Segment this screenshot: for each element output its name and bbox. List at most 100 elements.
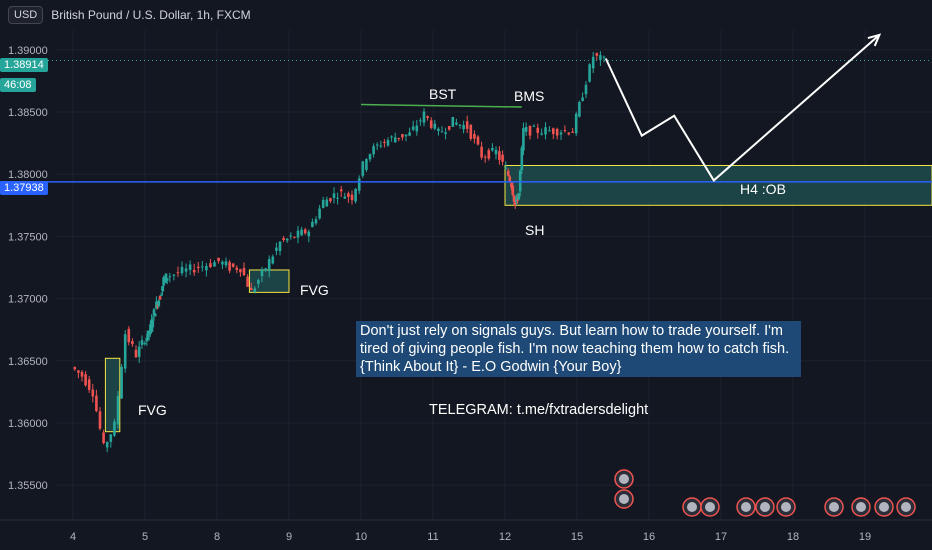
- y-tick-label: 1.38500: [8, 107, 48, 119]
- candle-body: [134, 349, 138, 358]
- text-note: Don't just rely on signals guys. But lea…: [356, 321, 801, 377]
- candle-body: [354, 188, 357, 202]
- h4-ob-label: H4 :OB: [740, 181, 786, 197]
- candle-body: [321, 199, 325, 208]
- x-tick-label: 12: [499, 531, 511, 543]
- candle-body: [264, 268, 267, 271]
- candle-body: [113, 421, 116, 436]
- candle-body: [512, 195, 516, 202]
- candle-body: [528, 125, 532, 136]
- time-axis: 4 5 8 9 10 11 12 15 16 17 18 19: [0, 519, 932, 543]
- candle-body: [522, 128, 525, 151]
- candle-body: [408, 132, 411, 136]
- candle-body: [574, 113, 578, 134]
- candle-body: [567, 132, 571, 135]
- flag-icon: [829, 502, 839, 512]
- x-tick-label: 4: [70, 531, 76, 543]
- candle-body: [476, 136, 480, 145]
- candle-body: [293, 236, 296, 238]
- candle-body: [372, 146, 375, 155]
- bst-line: [360, 103, 522, 108]
- candle-body: [469, 124, 473, 139]
- candle-body: [426, 116, 429, 118]
- currency-button[interactable]: USD: [8, 6, 44, 24]
- candle-body: [168, 276, 172, 278]
- flag-icon: [901, 502, 911, 512]
- candle-body: [152, 309, 156, 316]
- candle-body: [285, 238, 289, 241]
- candle-body: [246, 276, 249, 287]
- y-tick-label: 1.35500: [8, 480, 48, 492]
- candle-body: [578, 102, 581, 117]
- candle-body: [296, 230, 300, 238]
- candle-body: [524, 126, 528, 132]
- chart-header: USD British Pound / U.S. Dollar, 1h, FXC…: [0, 0, 251, 30]
- zone-box: [104, 357, 121, 433]
- candle-body: [516, 199, 519, 201]
- candle-body: [137, 346, 141, 357]
- note-line: tired of giving people fish. I'm now tea…: [360, 341, 790, 357]
- candle-body: [532, 125, 536, 127]
- candle-body: [393, 137, 397, 143]
- candle-body: [242, 267, 246, 276]
- candle-body: [510, 183, 513, 188]
- candle-body: [180, 266, 184, 274]
- y-tick-label: 1.37500: [8, 231, 48, 243]
- flag-icon: [856, 502, 866, 512]
- candle-body: [217, 257, 220, 262]
- candle-body: [123, 334, 127, 369]
- candle-body: [153, 313, 157, 317]
- candle-body: [249, 287, 253, 291]
- candle-body: [462, 125, 465, 130]
- sh-label: SH: [525, 222, 545, 238]
- candle-body: [147, 334, 151, 336]
- candle-body: [437, 128, 440, 132]
- candle-body: [599, 55, 602, 60]
- candle-body: [159, 294, 163, 296]
- candle-body: [332, 193, 336, 198]
- candle-body: [196, 266, 200, 269]
- candle-body: [440, 131, 444, 133]
- bst-label: BST: [429, 86, 457, 102]
- candle-body: [140, 340, 144, 345]
- candle-body: [80, 371, 84, 377]
- candle-body: [584, 84, 588, 95]
- symbol-title: British Pound / U.S. Dollar, 1h, FXCM: [51, 8, 251, 22]
- candle-body: [397, 137, 401, 139]
- candle-body: [314, 219, 318, 224]
- candle-body: [192, 269, 196, 273]
- bms-label: BMS: [514, 88, 545, 104]
- candle-body: [143, 343, 147, 345]
- candle-body: [422, 111, 426, 123]
- candle-body: [131, 341, 134, 345]
- candle-body: [184, 268, 188, 272]
- economic-events[interactable]: [614, 469, 916, 517]
- candle-body: [213, 262, 216, 267]
- candle-body: [365, 159, 368, 170]
- candle-body: [357, 178, 361, 191]
- telegram-text: TELEGRAM: t.me/fxtradersdelight: [429, 402, 649, 418]
- candle-body: [329, 198, 332, 202]
- candle-body: [458, 124, 462, 126]
- candle-body: [517, 193, 521, 200]
- candle-body: [303, 229, 307, 234]
- candle-body: [447, 126, 451, 130]
- x-tick-label: 16: [643, 531, 655, 543]
- price-axis: 1.39000 1.38500 1.38000 1.37500 1.37000 1.365…: [8, 45, 48, 492]
- candle-body: [188, 264, 192, 271]
- candle-body: [282, 238, 285, 240]
- candle-body: [540, 133, 543, 135]
- y-tick-label: 1.37000: [8, 294, 48, 306]
- flag-icon: [619, 494, 629, 504]
- candle-body: [480, 146, 483, 158]
- candle-body: [278, 241, 282, 252]
- x-tick-label: 5: [142, 531, 148, 543]
- candle-body: [591, 56, 595, 69]
- candle-body: [419, 120, 422, 122]
- candle-body: [176, 272, 180, 274]
- zones: [104, 164, 932, 433]
- candle-body: [511, 185, 515, 196]
- x-tick-label: 11: [427, 531, 438, 543]
- candle-body: [390, 136, 393, 138]
